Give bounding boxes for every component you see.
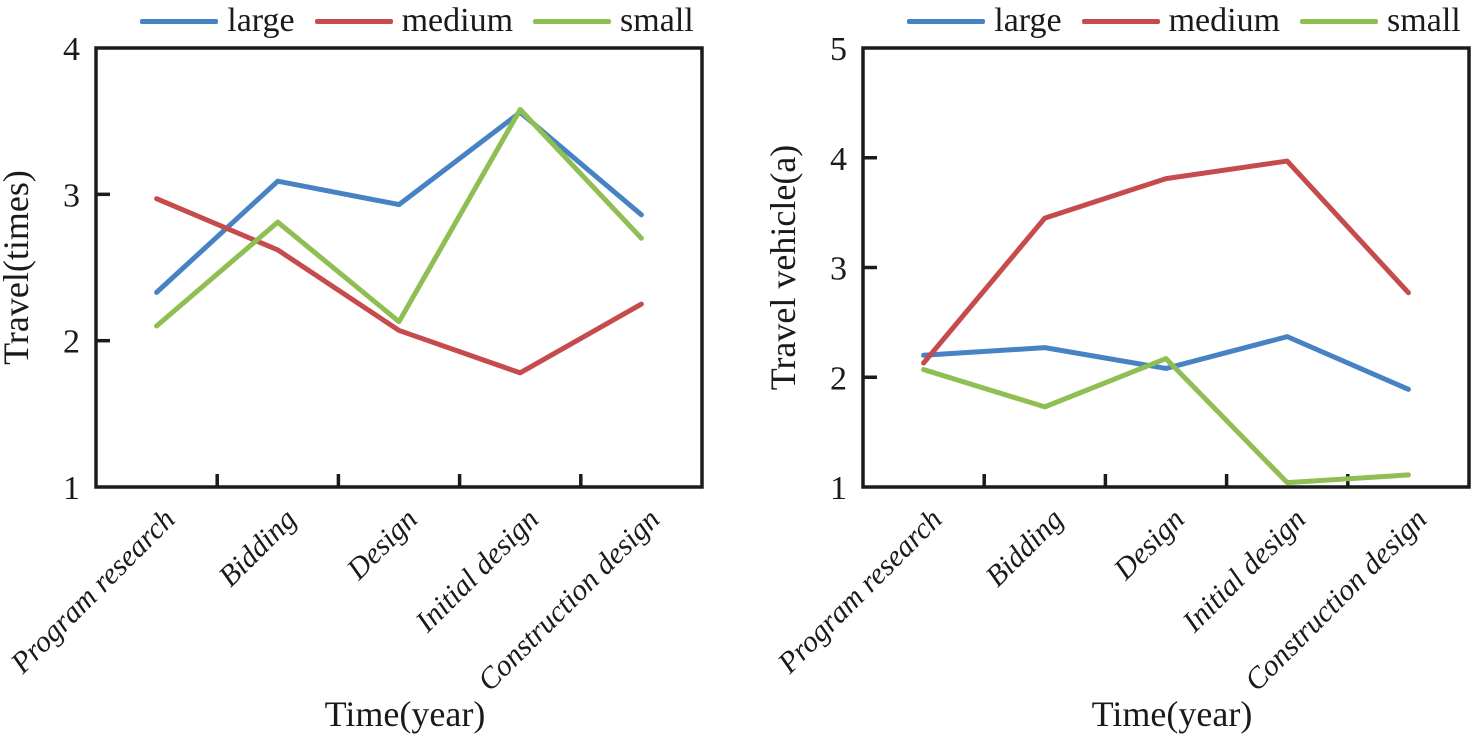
line-plot-travel-times: 1 2 3 4 Program research Bidding DesignInitial… bbox=[0, 31, 704, 734]
line-plot-travel-vehicle: 1 2 3 4 5 Program research Bidding DesignInitia… bbox=[763, 31, 1471, 734]
y-tick-label: 1 bbox=[63, 470, 80, 507]
legend-line-swatch-large bbox=[140, 18, 219, 24]
legend-label: medium bbox=[1168, 2, 1281, 39]
y-tick-label: 5 bbox=[830, 31, 847, 68]
legend-label: medium bbox=[401, 2, 514, 39]
legend-label: large bbox=[227, 2, 295, 39]
legend: large medium small bbox=[863, 0, 1469, 42]
y-tick-label: 4 bbox=[63, 31, 80, 68]
category-label: Initial design bbox=[409, 503, 546, 640]
y-tick-label: 4 bbox=[830, 141, 847, 178]
y-axis-title: Travel vehicle(a) bbox=[763, 145, 803, 391]
legend-line-swatch-small bbox=[1300, 18, 1379, 24]
legend-item-small: small bbox=[533, 1, 694, 41]
chart-travel-times: 1 2 3 4 Program research Bidding Design Initial… bbox=[0, 0, 704, 734]
legend-item-small: small bbox=[1300, 1, 1461, 41]
y-axis-title: Travel(times) bbox=[0, 170, 36, 365]
category-label: Program research bbox=[4, 503, 182, 681]
legend-label: large bbox=[994, 2, 1062, 39]
legend-item-large: large bbox=[907, 1, 1062, 41]
legend-item-medium: medium bbox=[1081, 1, 1281, 41]
y-tick-label: 3 bbox=[63, 177, 80, 214]
category-label: Bidding bbox=[979, 503, 1070, 594]
legend: large medium small bbox=[96, 0, 702, 42]
legend-line-swatch-medium bbox=[314, 18, 393, 24]
plot-border bbox=[94, 46, 704, 489]
series-line-large bbox=[154, 109, 644, 295]
x-axis-title: Time(year) bbox=[1092, 694, 1253, 734]
x-axis-title: Time(year) bbox=[325, 694, 486, 734]
category-label: Design bbox=[340, 503, 424, 587]
legend-line-swatch-medium bbox=[1081, 18, 1160, 24]
y-tick-label: 2 bbox=[830, 360, 847, 397]
legend-item-medium: medium bbox=[314, 1, 514, 41]
category-label: Initial design bbox=[1176, 503, 1313, 640]
legend-label: small bbox=[1387, 2, 1461, 39]
series-line-small bbox=[921, 356, 1411, 486]
legend-label: small bbox=[620, 2, 694, 39]
plot-border bbox=[861, 46, 1471, 489]
series-line-medium bbox=[154, 196, 644, 376]
series-line-large bbox=[921, 334, 1411, 392]
legend-line-swatch-large bbox=[907, 18, 986, 24]
y-tick-label: 2 bbox=[63, 324, 80, 361]
legend-item-large: large bbox=[140, 1, 295, 41]
series-line-small bbox=[154, 106, 644, 329]
y-tick-label: 3 bbox=[830, 251, 847, 288]
chart-travel-vehicle: 1 2 3 4 5 Program research Bidding Design Initia… bbox=[736, 0, 1472, 742]
category-label: Bidding bbox=[212, 503, 303, 594]
category-label: Program research bbox=[771, 503, 949, 681]
legend-line-swatch-small bbox=[533, 18, 612, 24]
y-tick-label: 1 bbox=[830, 470, 847, 507]
category-label: Design bbox=[1107, 503, 1191, 587]
series-line-medium bbox=[921, 158, 1411, 366]
